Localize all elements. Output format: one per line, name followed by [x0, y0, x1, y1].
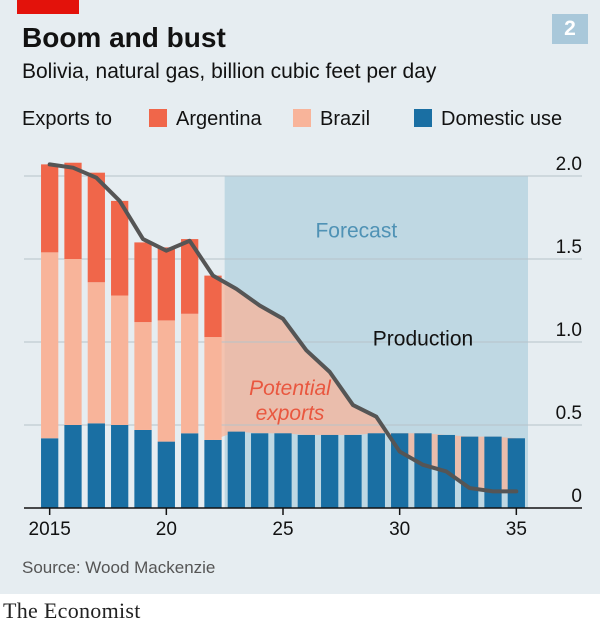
bar-domestic-use-2020: [157, 441, 175, 508]
bar-domestic-use-2019: [134, 429, 152, 508]
bar-argentina-2022: [204, 275, 222, 338]
legend-swatch-brazil: [293, 109, 311, 127]
legend-swatch-argentina: [149, 109, 167, 127]
bar-brazil-2019: [134, 322, 152, 430]
bar-argentina-2016: [64, 162, 82, 259]
y-tick-label-0: 0: [571, 486, 582, 507]
bar-domestic-use-2035: [507, 438, 525, 508]
bar-argentina-2019: [134, 242, 152, 323]
potential-exports-label-line2: exports: [256, 402, 325, 425]
legend-item-brazil: Brazil: [293, 108, 370, 131]
bar-domestic-use-2024: [251, 433, 269, 508]
bar-domestic-use-2022: [204, 439, 222, 508]
bar-brazil-2020: [157, 320, 175, 442]
bar-domestic-use-2018: [111, 425, 129, 508]
bar-brazil-2015: [41, 252, 59, 439]
bar-domestic-use-2025: [274, 433, 292, 508]
bar-brazil-2022: [204, 337, 222, 440]
bar-domestic-use-2023: [227, 431, 245, 508]
bar-domestic-use-2028: [344, 434, 362, 508]
bar-domestic-use-2034: [484, 436, 502, 508]
bar-brazil-2021: [181, 313, 199, 434]
bar-domestic-use-2017: [87, 423, 105, 508]
bar-domestic-use-2031: [414, 433, 432, 508]
forecast-label: Forecast: [315, 219, 397, 242]
chart-plot: 2015 20 25 30 35 0 0.5 1.0 1.5 2.0 Forecast Product…: [24, 154, 582, 540]
chart-title: Boom and bust: [22, 22, 226, 53]
economist-red-tag: [17, 0, 79, 14]
y-tick-label-2: 1.0: [556, 320, 582, 341]
economist-logo-text: The Economist: [3, 598, 141, 623]
x-tick-label-3: 30: [389, 519, 410, 540]
legend-label-domestic: Domestic use: [441, 108, 563, 130]
bar-domestic-use-2027: [321, 434, 339, 508]
production-label: Production: [373, 327, 473, 350]
legend-label-brazil: Brazil: [320, 108, 371, 130]
bar-domestic-use-2016: [64, 425, 82, 508]
x-tick-label-0: 2015: [29, 519, 71, 540]
bar-domestic-use-2015: [41, 438, 59, 508]
legend-label-argentina: Argentina: [176, 108, 262, 130]
x-tick-label-4: 35: [506, 519, 527, 540]
bar-brazil-2016: [64, 259, 82, 425]
bar-argentina-2021: [181, 239, 199, 314]
x-tick-label-2: 25: [272, 519, 293, 540]
bar-domestic-use-2021: [181, 433, 199, 508]
figure-number-badge: 2: [552, 14, 588, 44]
source-note: Source: Wood Mackenzie: [22, 558, 216, 577]
y-tick-label-1: 0.5: [556, 403, 582, 424]
legend-prefix: Exports to: [22, 108, 113, 130]
bar-domestic-use-2026: [297, 434, 315, 508]
x-tick-label-1: 20: [156, 519, 177, 540]
potential-exports-label-line1: Potential: [249, 377, 332, 400]
chart-subtitle: Bolivia, natural gas, billion cubic feet…: [22, 60, 437, 83]
bar-brazil-2018: [111, 295, 129, 425]
bar-argentina-2020: [157, 247, 175, 321]
production-line: [47, 162, 519, 494]
legend-swatch-domestic: [414, 109, 432, 127]
bar-argentina-2015: [41, 164, 59, 253]
legend-item-argentina: Argentina: [149, 108, 262, 131]
y-tick-label-4: 2.0: [556, 154, 582, 175]
legend: Exports to Argentina Brazil Domestic use: [22, 108, 592, 136]
bar-domestic-use-2029: [367, 433, 385, 508]
y-tick-label-3: 1.5: [556, 237, 582, 258]
bar-domestic-use-2033: [461, 436, 479, 508]
bar-argentina-2018: [111, 200, 129, 296]
bar-argentina-2017: [87, 172, 105, 283]
legend-item-domestic: Domestic use: [414, 108, 562, 131]
bar-brazil-2017: [87, 282, 105, 424]
